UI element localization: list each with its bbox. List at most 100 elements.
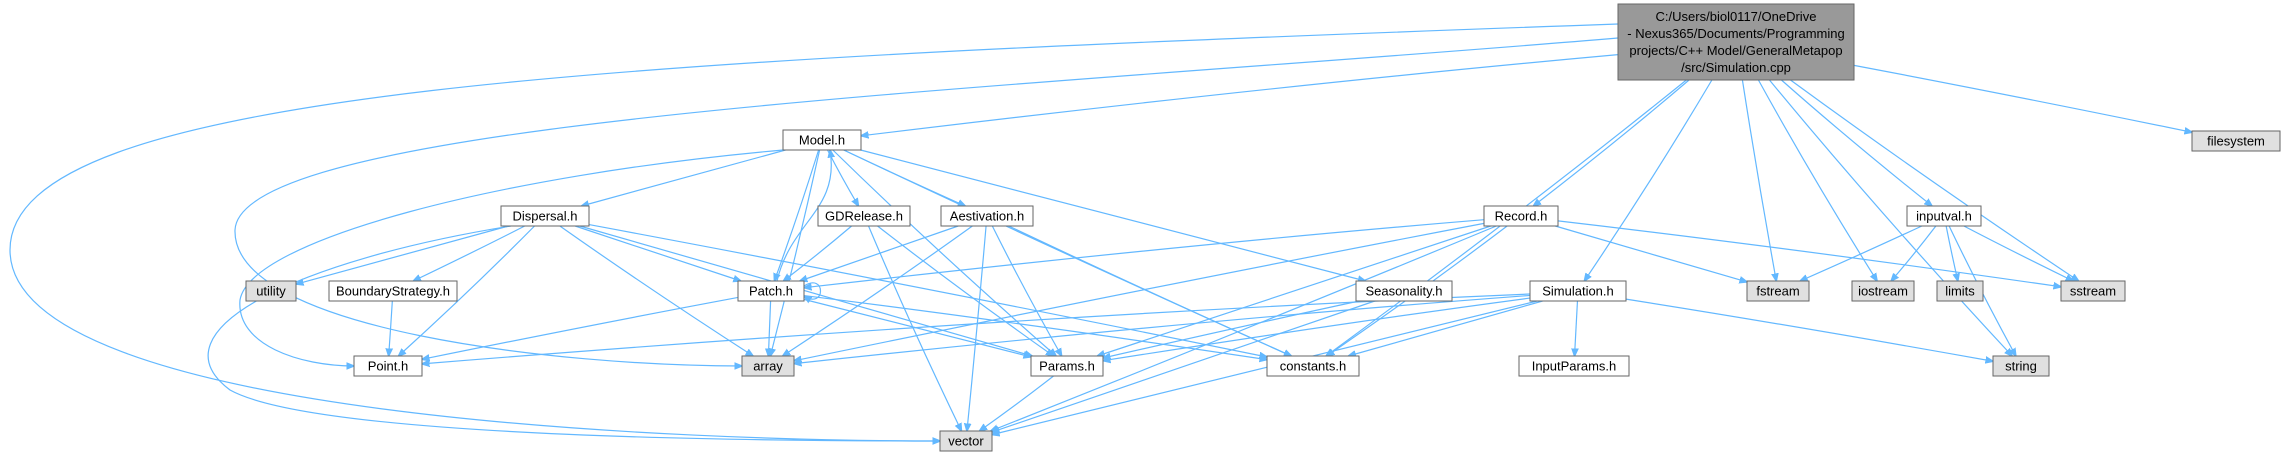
edge-dispersal-to-utility (296, 225, 509, 284)
node-params[interactable]: Params.h (1030, 355, 1104, 377)
node-box-utility (245, 280, 297, 302)
node-label-vector: vector (948, 434, 984, 449)
edge-record-to-vector (991, 225, 1497, 431)
node-label-simcpp: projects/C++ Model/GeneralMetapop (1629, 43, 1842, 58)
node-dispersal[interactable]: Dispersal.h (500, 205, 590, 227)
edge-patch-to-constants (803, 294, 1267, 360)
edge-boundary-to-point (389, 300, 393, 356)
node-box-record (1483, 205, 1559, 227)
edge-simcpp-to-vector (9, 23, 1619, 441)
node-record[interactable]: Record.h (1483, 205, 1559, 227)
edge-inputval-to-fstream (1800, 225, 1923, 281)
edge-seasonality-to-params (1103, 300, 1360, 358)
edge-aestivation-to-params (991, 225, 1061, 356)
edge-inputval-to-iostream (1891, 225, 1937, 281)
node-label-utility: utility (256, 284, 286, 299)
node-inputval[interactable]: inputval.h (1906, 205, 1982, 227)
node-label-gdrelease: GDRelease.h (825, 209, 903, 224)
edge-simulation-to-params (1103, 297, 1531, 361)
node-box-inputparams (1518, 355, 1630, 377)
node-box-params (1030, 355, 1104, 377)
edge-simcpp-to-inputval (1781, 79, 1932, 206)
dependency-edges (9, 23, 2192, 441)
node-string[interactable]: string (1992, 355, 2050, 377)
edge-model-to-gdrelease (826, 149, 859, 206)
edge-simcpp-to-filesystem (1853, 64, 2192, 132)
node-label-simcpp: C:/Users/biol0117/OneDrive (1656, 9, 1817, 24)
node-box-fstream (1746, 280, 1810, 302)
node-label-constants: constants.h (1280, 359, 1347, 374)
node-boundary[interactable]: BoundaryStrategy.h (328, 280, 458, 302)
edge-record-to-fstream (1555, 225, 1747, 282)
node-simulation[interactable]: Simulation.h (1529, 280, 1627, 302)
edge-aestivation-to-array (783, 225, 973, 356)
file-nodes: C:/Users/biol0117/OneDrive - Nexus365/Doc… (245, 3, 2281, 452)
node-box-aestivation (940, 205, 1034, 227)
node-label-patch: Patch.h (749, 284, 793, 299)
node-box-gdrelease (817, 205, 911, 227)
node-label-aestivation: Aestivation.h (950, 209, 1024, 224)
edge-seasonality-to-vector (992, 300, 1375, 432)
edge-record-to-patch (804, 219, 1485, 288)
node-aestivation[interactable]: Aestivation.h (940, 205, 1034, 227)
node-utility[interactable]: utility (245, 280, 297, 302)
node-label-simcpp: - Nexus365/Documents/Programming (1627, 26, 1844, 41)
node-gdrelease[interactable]: GDRelease.h (817, 205, 911, 227)
node-box-sstream (2060, 280, 2126, 302)
edge-model-to-params (832, 149, 1056, 356)
node-model[interactable]: Model.h (782, 129, 862, 151)
edge-aestivation-to-vector (967, 225, 987, 431)
node-array[interactable]: array (741, 355, 795, 377)
edge-model-to-point (239, 149, 784, 366)
node-box-dispersal (500, 205, 590, 227)
node-seasonality[interactable]: Seasonality.h (1355, 280, 1453, 302)
node-label-iostream: iostream (1858, 284, 1908, 299)
node-point[interactable]: Point.h (353, 355, 423, 377)
edge-gdrelease-to-vector (867, 225, 962, 431)
node-vector[interactable]: vector (939, 430, 993, 452)
node-box-vector (939, 430, 993, 452)
node-label-params: Params.h (1039, 359, 1095, 374)
node-box-patch (737, 280, 805, 302)
node-label-dispersal: Dispersal.h (512, 209, 577, 224)
node-fstream[interactable]: fstream (1746, 280, 1810, 302)
node-patch[interactable]: Patch.h (737, 280, 805, 302)
edge-record-to-array (794, 222, 1485, 360)
node-label-fstream: fstream (1756, 284, 1799, 299)
node-iostream[interactable]: iostream (1851, 280, 1915, 302)
node-label-filesystem: filesystem (2207, 134, 2265, 149)
edge-patch-to-array (768, 300, 770, 356)
node-box-inputval (1906, 205, 1982, 227)
edge-gdrelease-to-patch (783, 225, 852, 281)
node-label-inputparams: InputParams.h (1532, 359, 1617, 374)
node-sstream[interactable]: sstream (2060, 280, 2126, 302)
edge-dispersal-to-boundary (413, 225, 526, 281)
node-box-array (741, 355, 795, 377)
node-label-record: Record.h (1495, 209, 1548, 224)
node-inputparams[interactable]: InputParams.h (1518, 355, 1630, 377)
node-box-boundary (328, 280, 458, 302)
node-limits[interactable]: limits (1936, 280, 1984, 302)
node-label-inputval: inputval.h (1916, 209, 1972, 224)
edge-simcpp-to-iostream (1757, 79, 1877, 281)
edge-simcpp-to-model (861, 54, 1619, 136)
edge-dispersal-to-array (559, 225, 753, 356)
node-box-constants (1266, 355, 1360, 377)
node-label-string: string (2005, 359, 2037, 374)
node-label-point: Point.h (368, 359, 408, 374)
edge-simulation-to-constants (1348, 300, 1543, 356)
node-constants[interactable]: constants.h (1266, 355, 1360, 377)
node-label-model: Model.h (799, 133, 845, 148)
node-box-limits (1936, 280, 1984, 302)
edge-inputval-to-limits (1945, 225, 1958, 281)
node-label-limits: limits (1945, 284, 1975, 299)
edge-dispersal-to-constants (588, 224, 1267, 357)
node-simcpp[interactable]: C:/Users/biol0117/OneDrive - Nexus365/Doc… (1617, 3, 1855, 81)
edge-simcpp-to-sstream (1790, 79, 2078, 281)
node-filesystem[interactable]: filesystem (2191, 130, 2281, 152)
edge-patch-to-point (422, 296, 739, 359)
edge-inputval-to-sstream (1963, 225, 2073, 281)
edge-model-to-array (770, 149, 821, 356)
edge-simulation-to-string (1625, 298, 1993, 361)
